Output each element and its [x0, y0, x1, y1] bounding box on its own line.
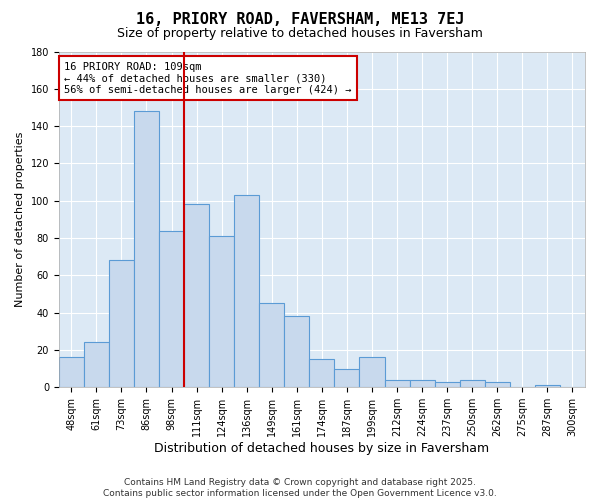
Text: 16 PRIORY ROAD: 109sqm
← 44% of detached houses are smaller (330)
56% of semi-de: 16 PRIORY ROAD: 109sqm ← 44% of detached… — [64, 62, 352, 95]
Y-axis label: Number of detached properties: Number of detached properties — [15, 132, 25, 307]
Text: 16, PRIORY ROAD, FAVERSHAM, ME13 7EJ: 16, PRIORY ROAD, FAVERSHAM, ME13 7EJ — [136, 12, 464, 28]
Bar — [184, 204, 209, 387]
Bar — [410, 380, 434, 387]
Bar — [59, 358, 84, 387]
Bar — [84, 342, 109, 387]
Bar — [109, 260, 134, 387]
Bar — [259, 304, 284, 387]
Bar — [334, 368, 359, 387]
Bar — [460, 380, 485, 387]
Bar — [134, 111, 159, 387]
Bar — [159, 230, 184, 387]
Text: Contains HM Land Registry data © Crown copyright and database right 2025.
Contai: Contains HM Land Registry data © Crown c… — [103, 478, 497, 498]
Bar — [385, 380, 410, 387]
Bar — [310, 359, 334, 387]
Bar — [209, 236, 234, 387]
X-axis label: Distribution of detached houses by size in Faversham: Distribution of detached houses by size … — [154, 442, 490, 455]
Bar — [234, 195, 259, 387]
Text: Size of property relative to detached houses in Faversham: Size of property relative to detached ho… — [117, 28, 483, 40]
Bar — [485, 382, 510, 387]
Bar — [284, 316, 310, 387]
Bar — [359, 358, 385, 387]
Bar — [434, 382, 460, 387]
Bar — [535, 386, 560, 387]
